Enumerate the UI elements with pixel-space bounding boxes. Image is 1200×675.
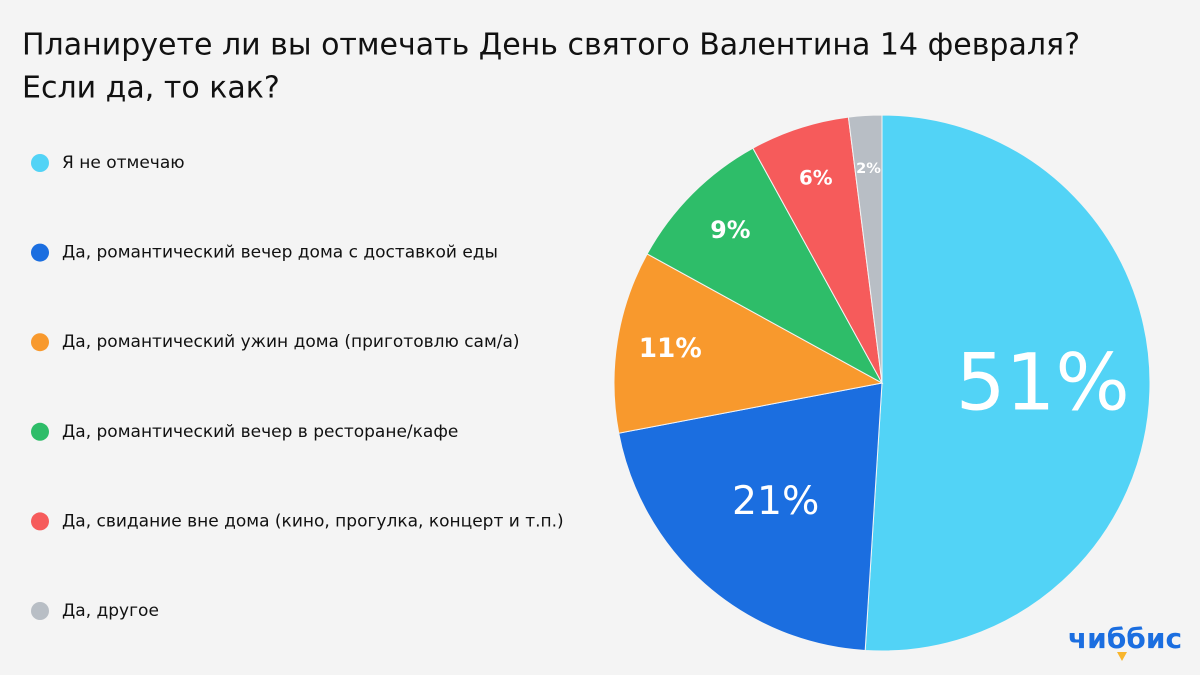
legend-dot — [31, 243, 49, 262]
pie-slice — [613, 253, 884, 434]
pie-slice — [618, 382, 883, 652]
legend-label: Да, свидание вне дома (кино, прогулка, к… — [62, 511, 564, 531]
legend-dot — [31, 422, 49, 441]
legend-dot — [31, 333, 49, 352]
data-label: 9% — [710, 216, 750, 244]
chart-subtitle: Если да, то как? — [22, 71, 280, 106]
legend-label: Да, другое — [62, 601, 159, 621]
chart-title: Планируете ли вы отмечать День святого В… — [22, 28, 1080, 63]
data-label: 6% — [799, 167, 833, 190]
legend-label: Да, романтический вечер в ресторане/кафе — [62, 422, 458, 442]
data-label: 21% — [732, 479, 819, 524]
data-label: 11% — [639, 334, 702, 364]
data-label: 51% — [956, 338, 1130, 429]
legend-dot — [31, 154, 49, 172]
legend-dot — [31, 512, 49, 531]
pie-slice — [646, 147, 884, 385]
logo: чиббис — [1068, 622, 1182, 655]
pie-slice — [847, 114, 883, 384]
data-label: 2% — [856, 160, 881, 177]
legend-label: Да, романтический вечер дома с доставкой… — [62, 243, 498, 263]
legend-label: Я не отмечаю — [62, 153, 185, 173]
pie-slice — [864, 114, 1151, 652]
legend-dot — [31, 602, 49, 620]
logo-mark — [1117, 652, 1127, 661]
legend-label: Да, романтический ужин дома (приготовлю … — [62, 332, 520, 352]
